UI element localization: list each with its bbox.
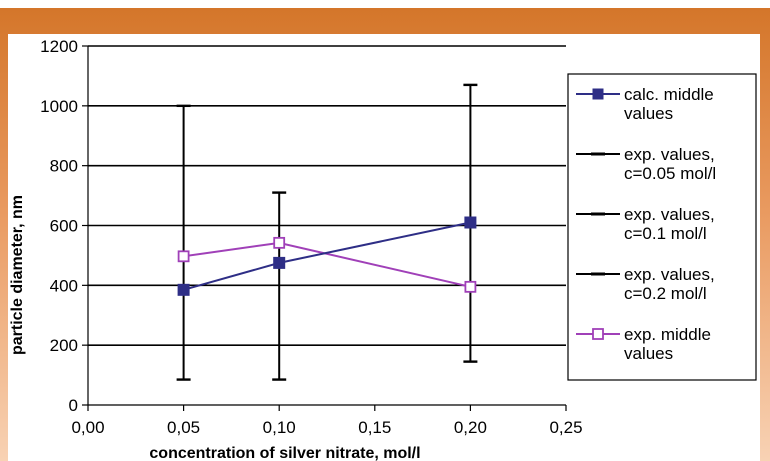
y-tick-label: 0 — [69, 396, 78, 415]
x-tick-label: 0,10 — [263, 418, 296, 437]
y-tick-label: 400 — [50, 276, 78, 295]
legend-entry-label: values — [624, 104, 673, 123]
tick-label-layer: 0 200 400 600 800 1000 1200 0,00 0,05 0,10 0,15 0,2… — [40, 37, 582, 437]
data-point-filled-square — [177, 283, 190, 296]
data-point-open-square — [273, 236, 286, 249]
x-tick-label: 0,05 — [167, 418, 200, 437]
y-tick-label: 1200 — [40, 37, 78, 56]
axis-layer — [82, 45, 567, 411]
legend-entry-label: c=0.05 mol/l — [624, 164, 716, 183]
legend-entry-label: c=0.2 mol/l — [624, 284, 707, 303]
x-tick-label: 0,25 — [549, 418, 582, 437]
y-tick-label: 1000 — [40, 97, 78, 116]
x-tick-label: 0,20 — [454, 418, 487, 437]
data-point-filled-square — [273, 256, 286, 269]
legend-swatch-filled-square — [592, 88, 604, 100]
y-tick-label: 200 — [50, 336, 78, 355]
x-tick-label: 0,00 — [71, 418, 104, 437]
data-point-filled-square — [464, 216, 477, 229]
legend-entry-label: calc. middle — [624, 85, 714, 104]
data-point-open-square — [177, 250, 190, 263]
series-layer — [177, 216, 477, 296]
legend-entry-label: exp. values, — [624, 205, 715, 224]
grid-layer — [88, 45, 566, 346]
legend-entry-label: c=0.1 mol/l — [624, 224, 707, 243]
y-tick-label: 600 — [50, 217, 78, 236]
y-axis-label: particle diameter, nm — [9, 195, 26, 355]
y-tick-label: 800 — [50, 157, 78, 176]
legend-entry-label: values — [624, 344, 673, 363]
legend-entry-label: exp. values, — [624, 145, 715, 164]
legend-entry-label: exp. middle — [624, 325, 711, 344]
legend-entry-label: exp. values, — [624, 265, 715, 284]
x-tick-label: 0,15 — [358, 418, 391, 437]
x-axis-label: concentration of silver nitrate, mol/l — [149, 445, 420, 461]
data-point-open-square — [464, 280, 477, 293]
legend-swatch-open-square — [592, 328, 604, 340]
